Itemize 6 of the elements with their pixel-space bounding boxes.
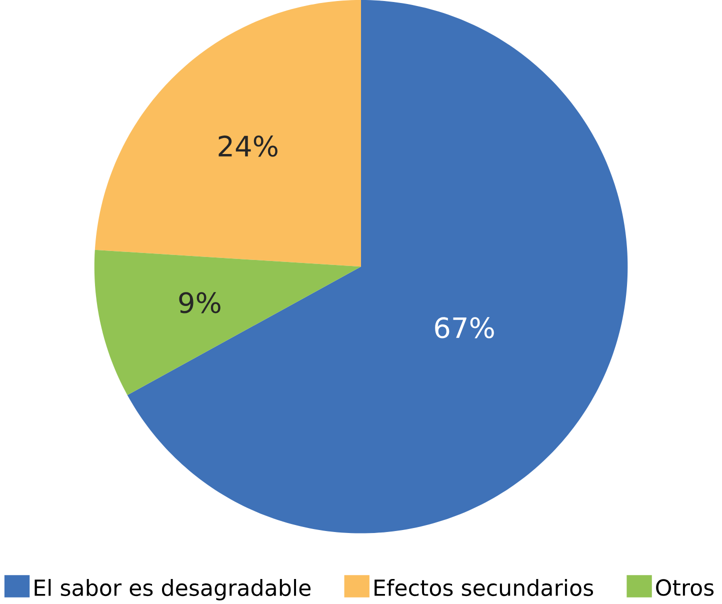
legend-label: El sabor es desagradable — [34, 579, 311, 600]
data-label: 24% — [218, 136, 278, 157]
data-label: 9% — [179, 292, 220, 314]
legend-label: Otros — [656, 579, 714, 596]
data-label: 67% — [435, 317, 494, 338]
legend-label: Efectos secundarios — [374, 579, 594, 596]
